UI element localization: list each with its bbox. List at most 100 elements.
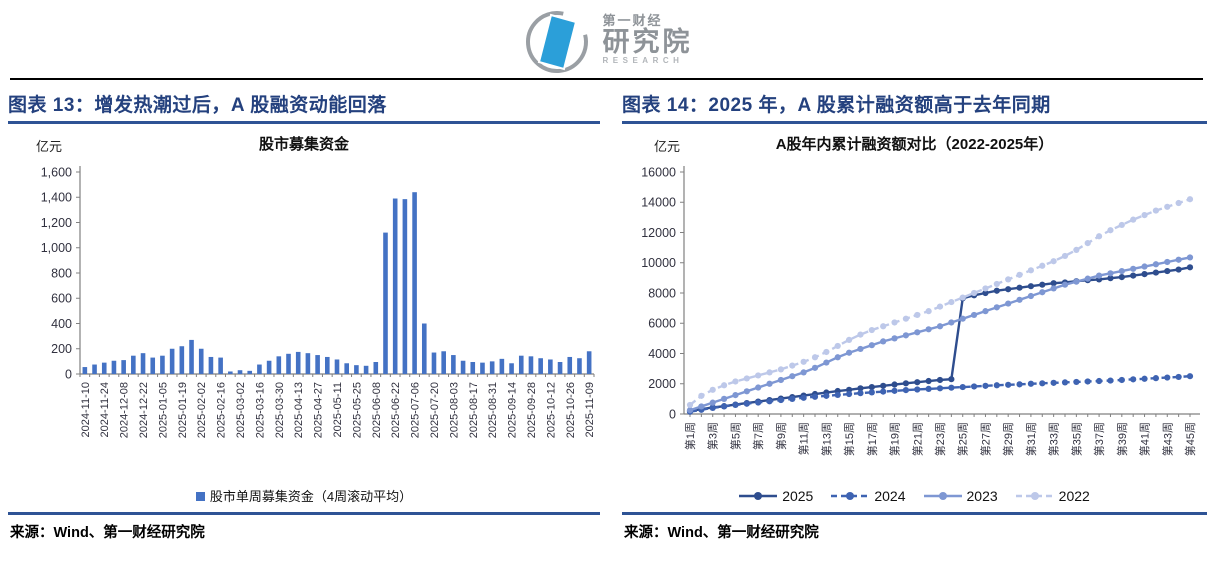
logo-text-top: 第一财经	[602, 13, 663, 29]
svg-text:1,600: 1,600	[41, 165, 72, 179]
svg-text:2025-08-03: 2025-08-03	[448, 382, 460, 438]
svg-text:第1周: 第1周	[683, 422, 697, 450]
svg-text:800: 800	[51, 266, 72, 280]
svg-text:1,200: 1,200	[41, 216, 72, 230]
line-chart-canvas: 0 2000 4000 6000 8000 10000 12000 14000 16000 第1周…	[641, 165, 1200, 456]
logo-text-sub: RESEARCH	[602, 56, 684, 66]
svg-text:第9周: 第9周	[774, 422, 788, 450]
svg-text:第17周: 第17周	[865, 422, 879, 456]
svg-text:2025-01-19: 2025-01-19	[177, 382, 189, 438]
svg-text:2025-01-05: 2025-01-05	[157, 382, 169, 438]
bar-legend-label: 股市单周募集资金（4周滚动平均）	[209, 489, 413, 504]
svg-text:2025-07-20: 2025-07-20	[429, 382, 441, 438]
svg-text:第11周: 第11周	[797, 422, 811, 455]
svg-text:第13周: 第13周	[819, 422, 833, 456]
line-chart-title: A股年内累计融资额对比（2022-2025年）	[775, 136, 1054, 153]
yicai-research-logo: 第一财经 研究院 RESEARCH	[0, 0, 1213, 76]
svg-text:第7周: 第7周	[751, 422, 765, 450]
svg-text:2025-09-28: 2025-09-28	[526, 382, 538, 438]
svg-text:10000: 10000	[641, 256, 676, 270]
legend-item-2025: 2025	[739, 488, 813, 504]
svg-text:第15周: 第15周	[842, 422, 856, 456]
svg-text:2025-04-27: 2025-04-27	[313, 382, 325, 438]
logo-mark-icon	[525, 11, 588, 73]
svg-text:8000: 8000	[648, 286, 676, 300]
svg-text:第19周: 第19周	[888, 422, 902, 456]
figure-13-source-rule	[8, 512, 600, 515]
svg-text:2025-11-09: 2025-11-09	[584, 382, 596, 437]
bar-chart-legend: 股市单周募集资金（4周滚动平均）	[8, 486, 600, 506]
svg-text:第23周: 第23周	[933, 422, 947, 456]
figure-14-source: 来源：Wind、第一财经研究院	[624, 524, 819, 541]
svg-text:2025-05-11: 2025-05-11	[332, 382, 344, 437]
legend-label: 2022	[1058, 488, 1090, 504]
svg-text:第29周: 第29周	[1001, 422, 1015, 456]
svg-text:2025-05-25: 2025-05-25	[351, 382, 363, 438]
figure-13-title-rule	[8, 121, 600, 124]
bar-legend-swatch-icon	[195, 492, 205, 501]
line-chart-header: 亿元 A股年内累计融资额对比（2022-2025年）	[622, 132, 1207, 156]
svg-text:2024-12-08: 2024-12-08	[119, 382, 131, 438]
legend-marker-icon	[923, 492, 962, 500]
svg-text:2025-09-14: 2025-09-14	[507, 382, 519, 438]
svg-text:400: 400	[51, 317, 72, 331]
svg-text:4000: 4000	[648, 347, 676, 361]
legend-label: 2025	[782, 488, 814, 504]
svg-text:2025-08-31: 2025-08-31	[487, 382, 499, 438]
logo-wordmark: 第一财经 研究院 RESEARCH	[603, 14, 693, 66]
figure-14-title: 图表 14：2025 年，A 股累计融资额高于去年同期	[622, 95, 1051, 116]
svg-text:2025-03-16: 2025-03-16	[254, 382, 266, 438]
svg-text:2025-06-08: 2025-06-08	[371, 382, 383, 438]
svg-text:2024-11-10: 2024-11-10	[80, 382, 92, 437]
legend-label: 2023	[966, 488, 998, 504]
svg-text:第5周: 第5周	[728, 422, 742, 450]
figure-14-source-rule	[622, 512, 1207, 515]
panel-figure-14: 图表 14：2025 年，A 股累计融资额高于去年同期 亿元 A股年内累计融资额…	[622, 90, 1207, 542]
header-divider	[10, 78, 1203, 80]
figure-14-title-rule	[622, 121, 1207, 124]
svg-text:第43周: 第43周	[1160, 422, 1174, 456]
svg-text:2025-03-02: 2025-03-02	[235, 382, 247, 438]
svg-text:第3周: 第3周	[706, 422, 720, 450]
bar-chart-header: 亿元 股市募集资金	[8, 132, 600, 156]
svg-text:第25周: 第25周	[956, 422, 970, 456]
svg-text:2025-02-16: 2025-02-16	[216, 382, 228, 438]
svg-text:1,400: 1,400	[41, 191, 72, 205]
svg-text:第39周: 第39周	[1115, 422, 1129, 456]
svg-text:2025-10-12: 2025-10-12	[545, 382, 557, 438]
svg-text:2025-07-06: 2025-07-06	[410, 382, 422, 438]
bar-chart-title: 股市募集资金	[258, 136, 349, 153]
legend-item-2022: 2022	[1015, 488, 1090, 504]
svg-text:16000: 16000	[641, 165, 676, 179]
svg-text:第45周: 第45周	[1183, 422, 1197, 456]
svg-text:1,000: 1,000	[41, 241, 72, 255]
svg-text:200: 200	[51, 342, 72, 356]
svg-text:0: 0	[65, 367, 72, 381]
svg-text:0: 0	[669, 407, 676, 421]
figure-13-title: 图表 13：增发热潮过后，A 股融资动能回落	[8, 95, 387, 116]
legend-marker-icon	[739, 492, 778, 500]
svg-text:2000: 2000	[648, 377, 676, 391]
legend-item-2024: 2024	[831, 488, 906, 504]
svg-text:2025-02-02: 2025-02-02	[196, 382, 208, 438]
svg-text:2025-08-17: 2025-08-17	[468, 382, 480, 438]
bar-chart-unit-label: 亿元	[36, 139, 63, 154]
logo-text-main: 研究院	[602, 27, 693, 58]
svg-text:第35周: 第35周	[1069, 422, 1083, 456]
line-chart-unit-label: 亿元	[654, 139, 681, 154]
legend-marker-icon	[1015, 492, 1054, 500]
svg-text:2025-03-30: 2025-03-30	[274, 382, 286, 438]
svg-text:第31周: 第31周	[1024, 422, 1038, 456]
bar-chart-canvas: 0 200 400 600 800 1,000 1,200 1,400 1,600 2024-11…	[41, 165, 596, 438]
svg-text:2024-12-22: 2024-12-22	[138, 382, 150, 438]
svg-text:第27周: 第27周	[978, 422, 992, 456]
svg-text:第21周: 第21周	[910, 422, 924, 456]
figure-13-source: 来源：Wind、第一财经研究院	[10, 524, 205, 541]
chart-panels: 图表 13：增发热潮过后，A 股融资动能回落 亿元 股市募集资金 0 200 400…	[0, 80, 1213, 542]
svg-text:第37周: 第37周	[1092, 422, 1106, 456]
svg-text:2025-04-13: 2025-04-13	[293, 382, 305, 438]
svg-text:第41周: 第41周	[1138, 422, 1152, 456]
svg-text:2024-11-24: 2024-11-24	[99, 382, 111, 437]
svg-text:6000: 6000	[648, 317, 676, 331]
